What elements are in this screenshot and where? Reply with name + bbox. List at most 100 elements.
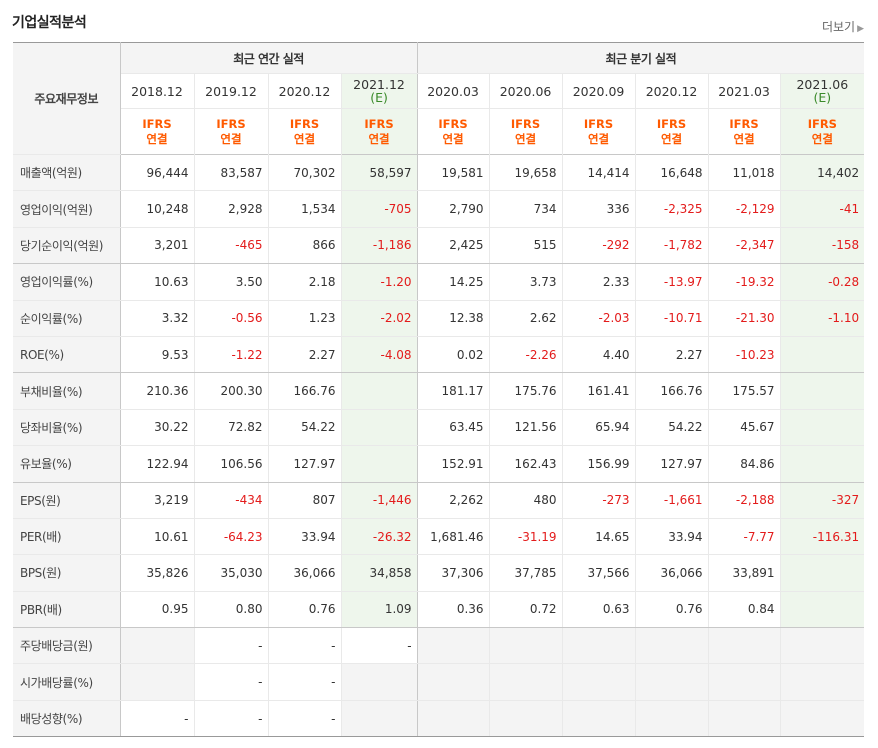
table-cell: 122.94 — [119, 445, 194, 483]
table-cell: 1.23 — [267, 300, 341, 337]
table-row: EPS(원) 3,219 -434 807 -1,446 2,262 480 -273 -1,6… — [13, 482, 865, 519]
table-cell — [488, 627, 563, 665]
table-cell: 33,891 — [707, 554, 781, 592]
table-cell: -1,661 — [634, 482, 709, 519]
table-cell: 9.53 — [119, 336, 194, 374]
period-label: 2019.12 — [205, 83, 257, 99]
table-cell: 54.22 — [634, 409, 709, 447]
table-cell: 45.67 — [707, 409, 781, 447]
period-label: 2021.03 — [718, 83, 770, 99]
table-cell — [634, 627, 709, 665]
period-header: 2021.03 — [707, 73, 781, 109]
row-label: 부채비율(%) — [13, 372, 121, 410]
table-cell: 10,248 — [119, 190, 194, 228]
table-cell: 72.82 — [193, 409, 268, 447]
ifrs-header: IFRS 연결 — [340, 108, 418, 155]
table-cell — [779, 591, 865, 629]
table-cell: 10.63 — [119, 263, 194, 301]
table-cell — [340, 409, 418, 447]
table-cell: 156.99 — [561, 445, 636, 483]
period-label: 2020.09 — [572, 83, 625, 99]
ifrs-label: IFRS — [583, 116, 614, 131]
table-row: 배당성향(%) - - - — [13, 700, 865, 738]
table-cell: -0.28 — [779, 263, 865, 301]
table-row: 영업이익률(%) 10.63 3.50 2.18 -1.20 14.25 3.73 2.33-… — [13, 263, 865, 301]
table-cell: 0.72 — [488, 591, 563, 629]
period-header: 2020.06 — [488, 73, 563, 109]
table-cell: 54.22 — [267, 409, 341, 447]
row-label: PBR(배) — [13, 591, 121, 629]
table-cell: 0.76 — [634, 591, 709, 629]
table-cell: 166.76 — [634, 372, 709, 410]
period-label: 2020.12 — [645, 83, 698, 99]
period-header: 2020.12 — [267, 73, 341, 109]
table-row: ROE(%) 9.53 -1.22 2.27 -4.08 0.02 -2.26 4.40 2.2… — [13, 336, 865, 374]
period-header: 2021.06 (E) — [779, 73, 865, 109]
table-cell: -705 — [340, 190, 418, 228]
table-cell: -10.71 — [634, 300, 709, 337]
table-cell: -31.19 — [488, 518, 563, 556]
table-cell: - — [340, 627, 418, 665]
table-cell: -465 — [193, 227, 268, 265]
table-cell: -1,446 — [340, 482, 418, 519]
table-cell: - — [193, 627, 268, 665]
row-label: BPS(원) — [13, 554, 121, 592]
ifrs-header: IFRS 연결 — [193, 108, 268, 155]
more-link[interactable]: 더보기 ▶ — [822, 18, 864, 35]
table-cell — [779, 554, 865, 592]
ifrs-header: IFRS 연결 — [488, 108, 563, 155]
table-cell: 37,785 — [488, 554, 563, 592]
consolidated-label: 연결 — [733, 131, 755, 146]
table-cell: 0.80 — [193, 591, 268, 629]
table-row: 순이익률(%) 3.32 -0.56 1.23 -2.02 12.38 2.62 -2.03-… — [13, 300, 865, 337]
table-cell: -2,188 — [707, 482, 781, 519]
table-cell: 2.18 — [267, 263, 341, 301]
row-label: 유보율(%) — [13, 445, 121, 483]
table-cell: -2,325 — [634, 190, 709, 228]
table-cell: -7.77 — [707, 518, 781, 556]
table-cell — [561, 663, 636, 701]
table-cell: 0.36 — [416, 591, 490, 629]
table-cell: -2.03 — [561, 300, 636, 337]
table-cell: - — [193, 663, 268, 701]
table-cell: 2,790 — [416, 190, 490, 228]
table-cell: 162.43 — [488, 445, 563, 483]
table-cell: 30.22 — [119, 409, 194, 447]
table-cell: 161.41 — [561, 372, 636, 410]
table-cell: 210.36 — [119, 372, 194, 410]
table-cell — [416, 663, 490, 701]
table-cell — [416, 700, 490, 738]
ifrs-header: IFRS 연결 — [707, 108, 781, 155]
table-cell: 14,402 — [779, 154, 865, 192]
ifrs-label: IFRS — [142, 116, 172, 131]
consolidated-label: 연결 — [293, 131, 316, 146]
table-cell: 1,681.46 — [416, 518, 490, 556]
table-cell: -13.97 — [634, 263, 709, 301]
table-cell: 83,587 — [193, 154, 268, 192]
table-cell: 0.76 — [267, 591, 341, 629]
table-cell: -0.56 — [193, 300, 268, 337]
table-cell: 3,219 — [119, 482, 194, 519]
consolidated-label: 연결 — [442, 131, 464, 146]
period-header: 2020.09 — [561, 73, 636, 109]
table-cell: -1.10 — [779, 300, 865, 337]
ifrs-label: IFRS — [510, 116, 541, 131]
table-cell: -273 — [561, 482, 636, 519]
consolidated-label: 연결 — [660, 131, 683, 146]
ifrs-header: IFRS 연결 — [779, 108, 865, 155]
table-cell: 1.09 — [340, 591, 418, 629]
table-cell: - — [267, 700, 341, 738]
period-label: 2018.12 — [131, 83, 183, 99]
table-cell: -19.32 — [707, 263, 781, 301]
annual-group-header: 최근 연간 실적 — [120, 42, 418, 74]
row-label: 순이익률(%) — [13, 300, 121, 337]
table-cell: -1.22 — [193, 336, 268, 374]
table-cell — [119, 663, 194, 701]
table-cell: 37,566 — [561, 554, 636, 592]
table-cell — [340, 445, 418, 483]
table-row: 당좌비율(%) 30.22 72.82 54.22 63.45 121.56 65.94 54… — [13, 409, 865, 447]
table-cell — [707, 663, 781, 701]
table-cell: 19,658 — [488, 154, 563, 192]
row-label: 영업이익(억원) — [13, 190, 121, 228]
row-label: 주당배당금(원) — [13, 627, 121, 665]
